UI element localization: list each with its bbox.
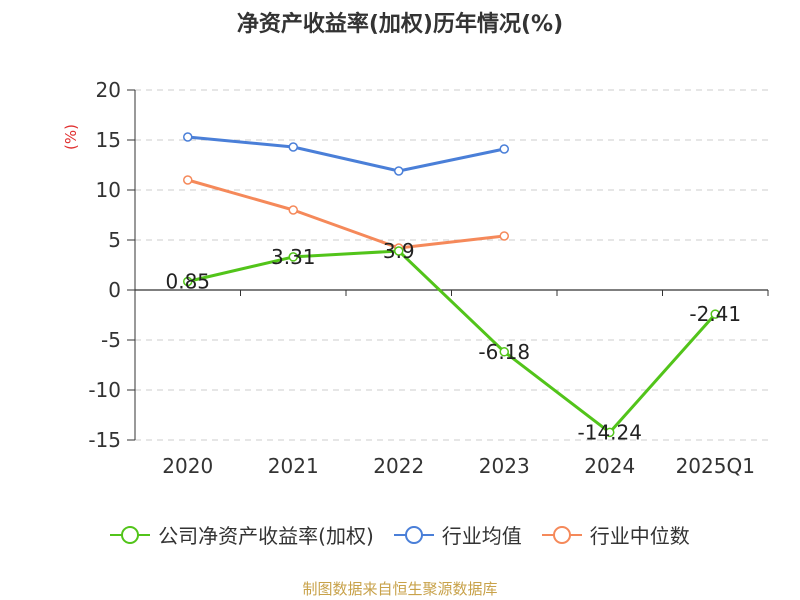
y-tick-label: 10 (96, 178, 121, 202)
data-point (710, 309, 720, 319)
series-line (187, 249, 717, 434)
x-tick-label: 2021 (268, 454, 319, 478)
data-point (605, 427, 615, 438)
x-tick-label: 2025Q1 (676, 454, 755, 478)
data-point (394, 246, 404, 256)
chart-title: 净资产收益率(加权)历年情况(%) (236, 12, 564, 37)
data-point (183, 175, 193, 185)
legend-label: 公司净资产收益率(加权) (158, 524, 374, 548)
line-chart: 20 15 10 5 0 -5 -10 -15 2020 2021 2022 2023 2024 2025… (88, 78, 769, 478)
legend-marker-icon (393, 525, 434, 545)
legend-item[interactable]: 公司净资产收益率(加权) (110, 520, 374, 549)
y-tick-label: 0 (108, 278, 121, 302)
legend-item[interactable]: 行业中位数 (541, 520, 690, 549)
data-label: 3.9 (383, 239, 415, 263)
x-tick-label: 2024 (584, 454, 635, 478)
legend-item[interactable]: 行业均值 (393, 520, 522, 549)
source-note: 制图数据来自恒生聚源数据库 (302, 580, 498, 598)
legend-label: 行业中位数 (589, 524, 690, 548)
data-label-layer: 0.85 3.31 3.9 -6.18 -14.24 -2.41 (165, 239, 741, 444)
data-point (499, 144, 509, 154)
data-label: -6.18 (478, 340, 530, 364)
y-tick-label: 5 (108, 228, 121, 252)
series-line (187, 178, 505, 250)
data-point (288, 252, 298, 262)
legend-label: 行业均值 (441, 524, 522, 548)
data-label: 3.31 (271, 245, 316, 269)
data-point (183, 132, 193, 142)
data-label: 0.85 (165, 270, 210, 294)
data-point (499, 231, 509, 241)
y-tick-label: -10 (88, 378, 121, 402)
data-point (394, 166, 404, 176)
y-tick-label: -15 (88, 428, 121, 452)
data-point (288, 205, 298, 215)
data-point (499, 347, 509, 357)
data-point (288, 142, 298, 152)
x-tick-label: 2023 (479, 454, 530, 478)
series-layer (183, 132, 720, 438)
axis-layer: 20 15 10 5 0 -5 -10 -15 2020 2021 2022 2023 2024 2025… (88, 78, 769, 478)
y-tick-label: 15 (96, 128, 121, 152)
y-tick-label: 20 (96, 78, 121, 102)
series-line (187, 135, 505, 173)
data-label: -14.24 (578, 420, 642, 444)
legend-marker-icon (541, 525, 582, 545)
x-tick-label: 2022 (373, 454, 424, 478)
data-point (183, 276, 193, 287)
legend: 公司净资产收益率(加权) 行业均值 行业中位数 (0, 520, 800, 549)
legend-marker-icon (110, 525, 151, 545)
data-label: -2.41 (689, 302, 741, 326)
x-tick-label: 2020 (162, 454, 213, 478)
y-tick-label: -5 (101, 328, 121, 352)
